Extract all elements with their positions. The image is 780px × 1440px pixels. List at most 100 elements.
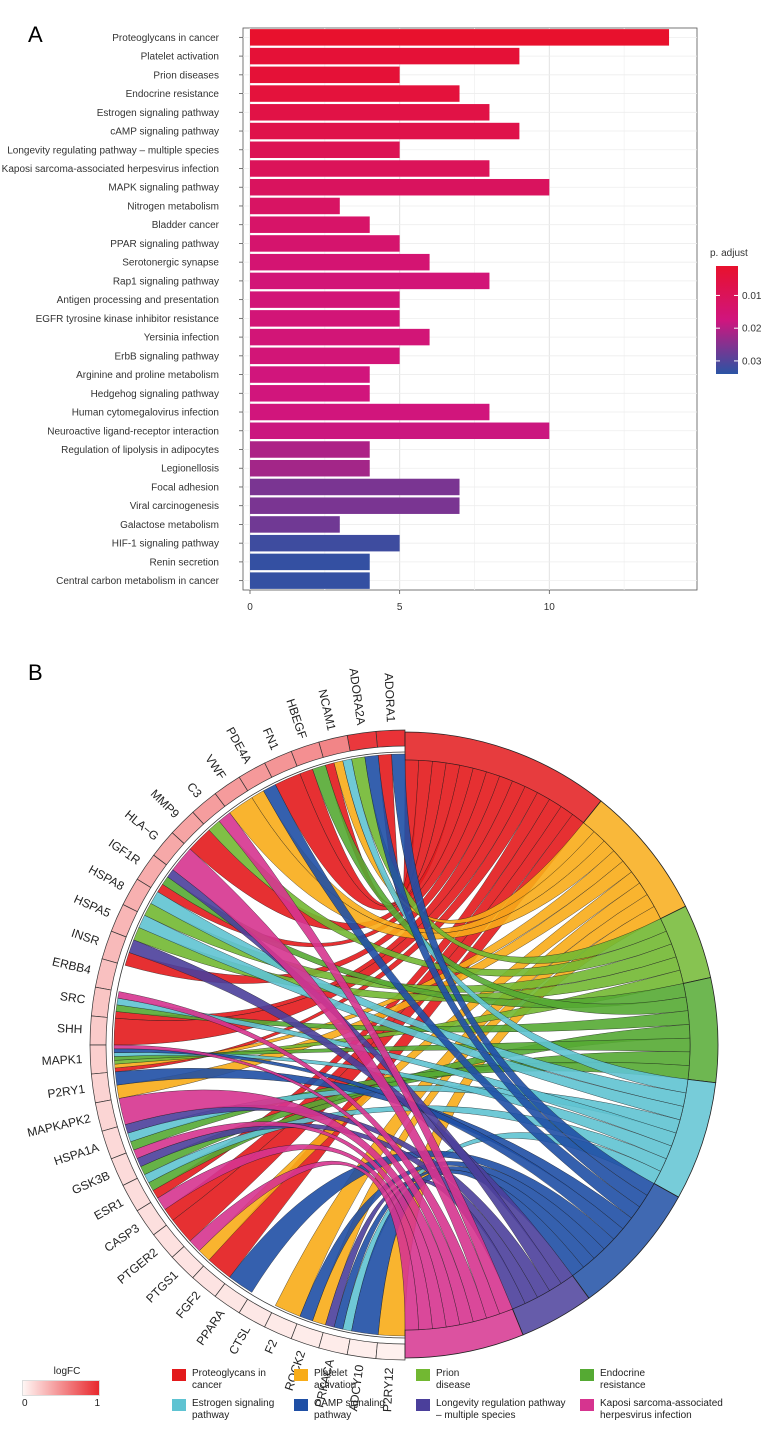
logfc-cell: [264, 750, 298, 778]
legend-label: Endocrine resistance: [600, 1368, 646, 1391]
chord-ribbon: [113, 1044, 474, 1325]
legend-item-endocrine: Endocrine resistance: [580, 1368, 730, 1392]
logfc-cell: [153, 832, 185, 866]
legend-swatch: [294, 1369, 308, 1381]
gene-label: HSPA8: [86, 862, 127, 893]
gene-label: FN1: [260, 726, 282, 753]
chord-ribbon: [218, 812, 513, 1315]
logfc-cell: [375, 1342, 406, 1361]
gene-label: PPARA: [194, 1307, 228, 1348]
category-label: Central carbon metabolism in cancer: [56, 576, 220, 587]
bar: [250, 141, 400, 159]
bar: [250, 197, 340, 215]
bar: [250, 291, 400, 308]
logfc-cell: [318, 734, 351, 758]
logfc-cell: [264, 1312, 298, 1340]
gene-label: MMP9: [148, 787, 183, 822]
legend-swatch: [172, 1369, 186, 1381]
category-label: Human cytomegalovirus infection: [72, 408, 219, 419]
gene-label: PTGER2: [115, 1245, 161, 1287]
bar: [250, 216, 370, 233]
chord-ribbon: [114, 850, 624, 1069]
bar: [250, 85, 460, 102]
logfc-cell: [90, 1072, 112, 1104]
x-tick-label: 5: [397, 602, 403, 613]
gene-label: HSPA1A: [52, 1140, 101, 1168]
legend-label: Kaposi sarcoma-associated herpesvirus in…: [600, 1398, 723, 1421]
category-label: Antigen processing and presentation: [57, 295, 219, 306]
legend-label: Prion disease: [436, 1368, 471, 1391]
logfc-cell: [192, 793, 226, 825]
legend-label: Platelet activation: [314, 1368, 357, 1391]
logfc-gradient-bar: [22, 1380, 100, 1396]
bar: [250, 272, 490, 290]
legend-item-estrogen: Estrogen signaling pathway: [172, 1398, 294, 1422]
bar: [250, 516, 340, 533]
gene-label: SRC: [59, 989, 86, 1006]
category-label: Estrogen signaling pathway: [97, 108, 219, 119]
logfc-cell: [346, 1338, 378, 1360]
chord-ribbon: [116, 997, 677, 1147]
bar: [250, 310, 400, 327]
panel-a-label: A: [28, 22, 43, 47]
category-label: Platelet activation: [141, 52, 219, 63]
legend-tick-label: 0.03: [742, 356, 762, 367]
legend-label: CAMP signaling pathway: [314, 1398, 385, 1421]
logfc-cell: [290, 741, 324, 767]
category-label: Legionellosis: [161, 464, 219, 475]
gene-track: [111, 751, 406, 1339]
chord-ribbon: [150, 891, 687, 1107]
chord-ribbon: [115, 1004, 690, 1033]
legend-item-longevity: Longevity regulation pathway – multiple …: [416, 1398, 580, 1422]
legend-tick-label: 0.01: [742, 291, 762, 302]
gene-label: P2RY12: [380, 1367, 396, 1412]
legend-label: Proteoglycans in cancer: [192, 1368, 266, 1391]
legend-label: Longevity regulation pathway – multiple …: [436, 1398, 566, 1421]
category-label: Regulation of lipolysis in adipocytes: [61, 445, 219, 456]
chord-ribbon: [113, 1048, 624, 1240]
chord-ribbon: [198, 871, 640, 1261]
logfc-cell: [238, 762, 273, 792]
x-tick-label: 10: [544, 602, 556, 613]
category-label: Bladder cancer: [152, 220, 220, 231]
plot-panel: [242, 27, 698, 591]
category-label: Neuroactive ligand-receptor interaction: [47, 426, 219, 437]
category-label: cAMP signaling pathway: [110, 127, 219, 138]
category-label: Kaposi sarcoma-associated herpesvirus in…: [2, 164, 219, 175]
panel-b-label: B: [28, 660, 43, 685]
bar: [250, 29, 670, 46]
logfc-cell: [238, 1298, 273, 1328]
bar: [250, 459, 370, 477]
logfc-cell: [171, 811, 205, 845]
gene-label: SHH: [57, 1021, 83, 1036]
chord-ribbon: [189, 1160, 419, 1331]
logfc-cell: [90, 986, 112, 1018]
logfc-cell: [94, 958, 118, 991]
category-label: MAPK signaling pathway: [108, 183, 219, 194]
pathway-legend: Proteoglycans in cancer Platelet activat…: [172, 1368, 772, 1422]
category-label: Serotonergic synapse: [122, 258, 219, 269]
legend-tick-label: 0.02: [742, 324, 762, 335]
gene-label: F2: [262, 1337, 281, 1356]
x-tick-label: 0: [247, 602, 253, 613]
bar: [250, 385, 370, 402]
gene-label: ADORA1: [382, 673, 398, 723]
gene-label: FGF2: [173, 1288, 204, 1321]
category-label: HIF-1 signaling pathway: [112, 539, 219, 550]
legend-colorbar: [716, 266, 738, 374]
logfc-cell: [101, 1126, 127, 1160]
legend-swatch: [416, 1369, 430, 1381]
bar: [250, 553, 370, 571]
gene-label: ADCY10: [346, 1363, 366, 1411]
gene-label: CASP3: [102, 1221, 143, 1255]
category-label: Nitrogen metabolism: [127, 201, 219, 212]
gene-label: HBEGF: [283, 697, 309, 741]
chord-ribbon: [138, 915, 684, 1121]
bar: [250, 403, 490, 421]
legend-item-prion: Prion disease: [416, 1368, 580, 1392]
category-label: Focal adhesion: [151, 482, 219, 493]
bar: [250, 104, 490, 121]
logfc-tick-min: 0: [22, 1398, 28, 1409]
legend-item-kaposi: Kaposi sarcoma-associated herpesvirus in…: [580, 1398, 730, 1422]
category-label: Longevity regulating pathway – multiple …: [7, 145, 219, 156]
